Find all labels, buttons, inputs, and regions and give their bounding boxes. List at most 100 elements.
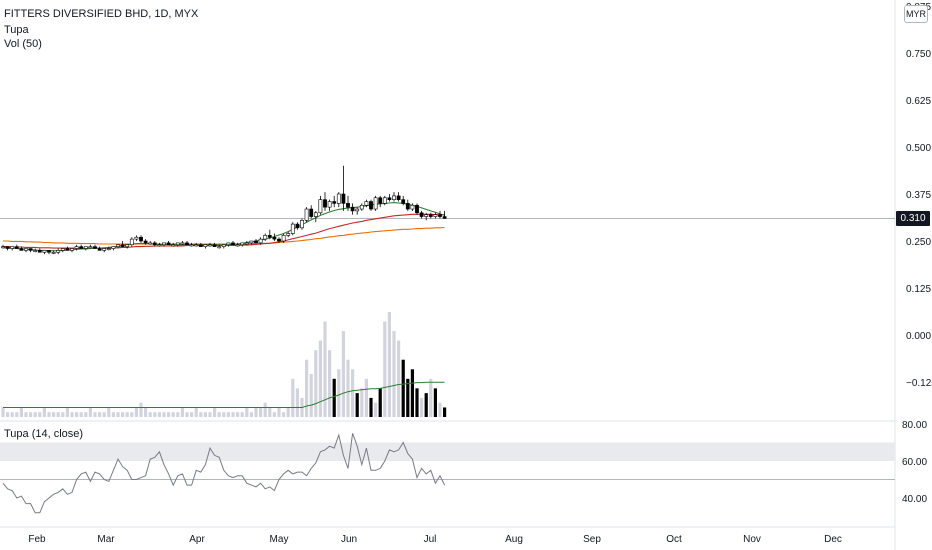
volume-ma-line: [3, 381, 445, 408]
volume-bar: [130, 412, 134, 417]
candle-body: [24, 248, 28, 251]
candle: [139, 235, 143, 243]
candle: [290, 222, 295, 236]
candle: [332, 195, 337, 208]
candle-body: [341, 193, 346, 204]
candle: [185, 241, 189, 246]
candle: [14, 244, 19, 249]
candle-body: [28, 248, 33, 251]
candle: [70, 248, 74, 253]
volume-bar: [116, 412, 120, 417]
volume-bar: [199, 412, 203, 417]
candle: [369, 199, 373, 211]
currency-button[interactable]: MYR: [904, 5, 928, 23]
candle: [405, 199, 410, 211]
candle: [240, 242, 245, 247]
candle-body: [226, 242, 231, 246]
candle-body: [166, 242, 171, 246]
candle: [56, 248, 61, 255]
candle: [272, 233, 277, 241]
volume-bar: [10, 412, 14, 417]
candle-body: [433, 214, 438, 217]
candle: [341, 165, 346, 211]
volume-bar: [102, 412, 106, 417]
candle-body: [318, 199, 323, 214]
candle: [401, 195, 406, 206]
candle: [364, 199, 369, 208]
candle: [336, 192, 341, 208]
indicator-tupa-label[interactable]: Tupa: [4, 24, 29, 36]
time-tick-label: May: [270, 534, 289, 545]
candle-body: [346, 203, 350, 208]
candle: [300, 218, 304, 230]
candle: [97, 246, 102, 251]
ma-slow-line: [3, 226, 445, 245]
candle: [143, 239, 148, 245]
candle-body: [355, 208, 360, 212]
candle: [258, 237, 263, 245]
volume-bar: [134, 407, 138, 417]
volume-bar: [107, 407, 111, 417]
volume-bar: [263, 402, 267, 417]
candle-body: [249, 240, 254, 244]
volume-bar: [213, 407, 217, 417]
candle-body: [359, 204, 364, 210]
candle: [346, 195, 350, 211]
last-price-tag: 0.310: [896, 211, 930, 226]
candle: [125, 244, 130, 249]
symbol-title[interactable]: FITTERS DIVERSIFIED BHD, 1D, MYX: [4, 8, 199, 20]
candle-body: [56, 250, 61, 253]
candle-body: [10, 246, 15, 249]
volume-bar: [240, 412, 244, 417]
candle: [359, 203, 364, 211]
candle-body: [410, 204, 415, 210]
volume-bar: [424, 393, 428, 417]
volume-bar: [291, 378, 295, 417]
candle-body: [143, 240, 148, 244]
volume-bar: [378, 388, 382, 417]
candle: [65, 246, 70, 251]
volume-bar: [337, 369, 341, 417]
volume-bar: [47, 412, 51, 417]
volume-bar: [318, 340, 322, 417]
candle-body: [240, 242, 245, 246]
candle-body: [369, 201, 373, 210]
volume-bar: [387, 312, 391, 417]
candle-body: [212, 244, 217, 247]
candle: [212, 242, 217, 247]
candle: [382, 195, 387, 206]
candle-body: [65, 248, 70, 251]
volume-bar: [309, 374, 313, 417]
volume-bar: [52, 412, 56, 417]
volume-bar: [98, 412, 102, 417]
candle-body: [120, 244, 125, 247]
candle: [198, 242, 203, 247]
volume-bar: [148, 412, 152, 417]
candle-body: [106, 248, 111, 251]
candle: [10, 246, 15, 251]
volume-bar: [351, 369, 355, 417]
volume-bar: [295, 388, 299, 417]
candle-body: [148, 242, 153, 245]
candle: [5, 246, 10, 251]
volume-bar: [433, 388, 437, 417]
volume-bar: [70, 412, 74, 417]
candle-body: [323, 199, 327, 208]
candle-body: [208, 244, 212, 247]
rsi-pane-label[interactable]: Tupa (14, close): [4, 428, 84, 440]
volume-bar: [346, 359, 350, 417]
candle: [19, 246, 24, 251]
candle: [134, 235, 139, 241]
candle-body: [47, 250, 51, 253]
candle-body: [327, 201, 332, 208]
candle-body: [37, 250, 42, 253]
indicator-volume-label[interactable]: Vol (50): [4, 38, 42, 50]
candle-body: [295, 223, 300, 229]
candle: [392, 192, 396, 202]
candle: [249, 240, 254, 245]
candle: [166, 241, 171, 246]
candle-body: [336, 193, 341, 204]
candle: [88, 244, 93, 249]
volume-bar: [61, 412, 65, 417]
